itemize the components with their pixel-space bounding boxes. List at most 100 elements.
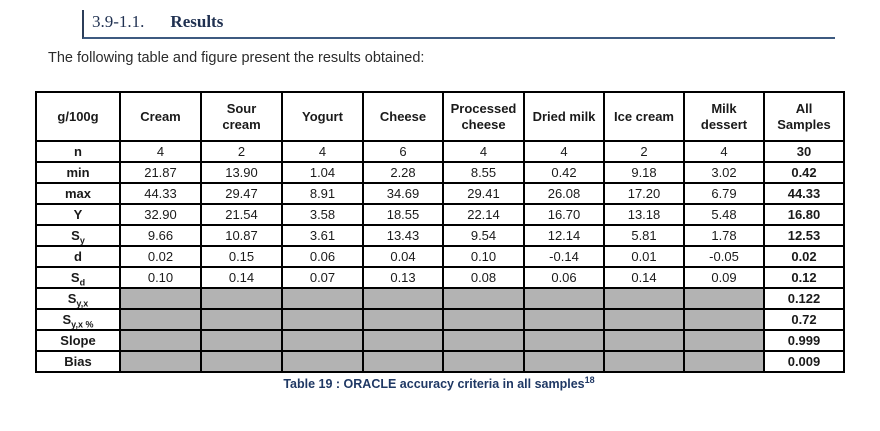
caption-text: Table 19 : ORACLE accuracy criteria in a… bbox=[283, 377, 585, 391]
data-cell: 2 bbox=[603, 140, 685, 163]
row-label: min bbox=[35, 161, 121, 184]
shaded-cell bbox=[200, 287, 283, 310]
shaded-cell bbox=[281, 308, 364, 331]
data-cell: 5.48 bbox=[683, 203, 765, 226]
table-body: n 4 2 4 6 4 4 2 4 30 min 21.87 13.90 1.04 2.28 8.55 0.42… bbox=[35, 140, 845, 373]
shaded-cell bbox=[442, 350, 525, 373]
data-cell: 0.01 bbox=[603, 245, 685, 268]
row-label: max bbox=[35, 182, 121, 205]
section-number: 3.9-1.1. bbox=[92, 12, 145, 31]
table-caption: Table 19 : ORACLE accuracy criteria in a… bbox=[35, 374, 843, 391]
data-cell: 9.66 bbox=[119, 224, 202, 247]
row-label: Sy,x bbox=[35, 287, 121, 310]
data-cell: 12.14 bbox=[523, 224, 605, 247]
row-label: n bbox=[35, 140, 121, 163]
table-row-max: max 44.33 29.47 8.91 34.69 29.41 26.08 17.20 6.7… bbox=[35, 182, 845, 205]
data-cell: 0.14 bbox=[603, 266, 685, 289]
table-row-s-y-x: Sy,x 0.122 bbox=[35, 287, 845, 310]
column-header-ice-cream: Ice cream bbox=[603, 91, 685, 142]
data-cell: 0.08 bbox=[442, 266, 525, 289]
section-heading: 3.9-1.1. Results bbox=[82, 10, 835, 39]
data-cell: 2.28 bbox=[362, 161, 444, 184]
data-cell: 44.33 bbox=[119, 182, 202, 205]
data-cell: 21.87 bbox=[119, 161, 202, 184]
shaded-cell bbox=[683, 287, 765, 310]
all-samples-cell: 16.80 bbox=[763, 203, 845, 226]
data-cell: 3.02 bbox=[683, 161, 765, 184]
shaded-cell bbox=[281, 287, 364, 310]
all-samples-cell: 0.12 bbox=[763, 266, 845, 289]
column-header-milk-dessert: Milk dessert bbox=[683, 91, 765, 142]
shaded-cell bbox=[362, 350, 444, 373]
shaded-cell bbox=[683, 308, 765, 331]
shaded-cell bbox=[119, 287, 202, 310]
shaded-cell bbox=[523, 350, 605, 373]
data-cell: 3.61 bbox=[281, 224, 364, 247]
data-cell: 4 bbox=[281, 140, 364, 163]
column-header-cream: Cream bbox=[119, 91, 202, 142]
data-cell: 22.14 bbox=[442, 203, 525, 226]
table-row-s-d: Sd 0.10 0.14 0.07 0.13 0.08 0.06 0.14 0.09 0.12 bbox=[35, 266, 845, 289]
data-cell: 1.78 bbox=[683, 224, 765, 247]
header-row: g/100g Cream Sour cream Yogurt Cheese Process… bbox=[35, 91, 845, 142]
shaded-cell bbox=[523, 287, 605, 310]
shaded-cell bbox=[442, 308, 525, 331]
all-samples-cell: 0.999 bbox=[763, 329, 845, 352]
shaded-cell bbox=[362, 308, 444, 331]
data-cell: 6 bbox=[362, 140, 444, 163]
shaded-cell bbox=[119, 329, 202, 352]
data-cell: 4 bbox=[683, 140, 765, 163]
all-samples-cell: 30 bbox=[763, 140, 845, 163]
all-samples-cell: 12.53 bbox=[763, 224, 845, 247]
data-cell: 5.81 bbox=[603, 224, 685, 247]
table-row-s-y-x: Sy,x % 0.72 bbox=[35, 308, 845, 331]
table-row-slope: Slope 0.999 bbox=[35, 329, 845, 352]
shaded-cell bbox=[362, 329, 444, 352]
data-cell: 0.14 bbox=[200, 266, 283, 289]
row-label: Sy,x % bbox=[35, 308, 121, 331]
row-label: Y bbox=[35, 203, 121, 226]
column-header-sour-cream: Sour cream bbox=[200, 91, 283, 142]
caption-footnote-ref: 18 bbox=[584, 374, 595, 385]
results-table: g/100g Cream Sour cream Yogurt Cheese Process… bbox=[35, 91, 845, 373]
data-cell: 0.06 bbox=[523, 266, 605, 289]
data-cell: 3.58 bbox=[281, 203, 364, 226]
table-row-y: Y 32.90 21.54 3.58 18.55 22.14 16.70 13.18 5.48 1… bbox=[35, 203, 845, 226]
data-cell: 9.18 bbox=[603, 161, 685, 184]
data-cell: 0.04 bbox=[362, 245, 444, 268]
data-cell: 9.54 bbox=[442, 224, 525, 247]
data-cell: 32.90 bbox=[119, 203, 202, 226]
shaded-cell bbox=[119, 308, 202, 331]
data-cell: 10.87 bbox=[200, 224, 283, 247]
shaded-cell bbox=[200, 329, 283, 352]
shaded-cell bbox=[119, 350, 202, 373]
shaded-cell bbox=[603, 350, 685, 373]
shaded-cell bbox=[281, 350, 364, 373]
data-cell: 21.54 bbox=[200, 203, 283, 226]
shaded-cell bbox=[523, 329, 605, 352]
data-cell: 4 bbox=[523, 140, 605, 163]
all-samples-cell: 0.122 bbox=[763, 287, 845, 310]
column-header-g-100g: g/100g bbox=[35, 91, 121, 142]
data-cell: 4 bbox=[442, 140, 525, 163]
shaded-cell bbox=[442, 329, 525, 352]
table-row-min: min 21.87 13.90 1.04 2.28 8.55 0.42 9.18 3.02 0.4… bbox=[35, 161, 845, 184]
document-page: 3.9-1.1. Results The following table and … bbox=[0, 10, 880, 431]
column-header-processed-cheese: Processed cheese bbox=[442, 91, 525, 142]
row-label: d bbox=[35, 245, 121, 268]
data-cell: 0.10 bbox=[119, 266, 202, 289]
row-label: Slope bbox=[35, 329, 121, 352]
column-header-yogurt: Yogurt bbox=[281, 91, 364, 142]
section-title: Results bbox=[170, 12, 224, 31]
data-cell: 4 bbox=[119, 140, 202, 163]
column-header-dried-milk: Dried milk bbox=[523, 91, 605, 142]
data-cell: 16.70 bbox=[523, 203, 605, 226]
shaded-cell bbox=[200, 308, 283, 331]
shaded-cell bbox=[683, 329, 765, 352]
data-cell: -0.05 bbox=[683, 245, 765, 268]
data-cell: 8.55 bbox=[442, 161, 525, 184]
table-row-bias: Bias 0.009 bbox=[35, 350, 845, 373]
data-cell: 18.55 bbox=[362, 203, 444, 226]
data-cell: 0.06 bbox=[281, 245, 364, 268]
data-cell: 13.90 bbox=[200, 161, 283, 184]
